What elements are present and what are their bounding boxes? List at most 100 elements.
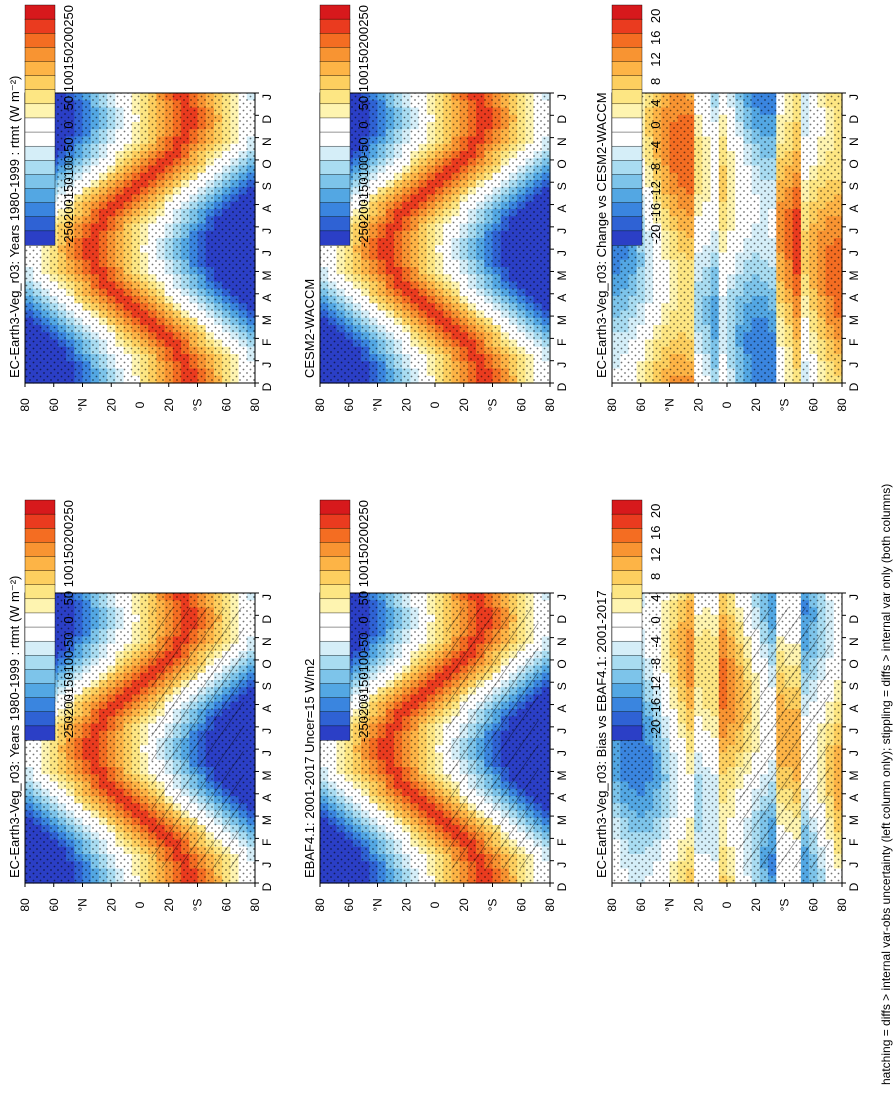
y-tick-label: °S xyxy=(191,899,205,912)
x-tick-label: A xyxy=(555,294,569,302)
panel-title: CESM2-WACCM xyxy=(302,279,317,378)
y-tick-label: 60 xyxy=(47,898,61,912)
x-tick-label: M xyxy=(260,815,274,825)
x-tick-label: J xyxy=(260,94,274,100)
y-tick-label: °N xyxy=(76,898,90,911)
x-tick-label: O xyxy=(260,659,274,668)
stippling-overlay xyxy=(25,93,255,383)
x-tick-label: J xyxy=(555,94,569,100)
y-tick-label: 0 xyxy=(428,401,442,408)
x-tick-label: N xyxy=(260,637,274,646)
footnote: hatching = diffs > internal var-obs unce… xyxy=(879,484,893,1085)
x-tick-label: M xyxy=(555,315,569,325)
y-tick-label: 0 xyxy=(133,401,147,408)
y-tick-label: °S xyxy=(191,399,205,412)
x-tick-label: J xyxy=(260,228,274,234)
y-tick-label: 80 xyxy=(248,898,262,912)
x-tick-label: O xyxy=(555,659,569,668)
x-tick-label: D xyxy=(260,382,274,391)
x-tick-label: M xyxy=(260,770,274,780)
y-tick-label: 60 xyxy=(219,898,233,912)
x-tick-label: S xyxy=(555,182,569,190)
y-tick-label: 60 xyxy=(514,398,528,412)
x-tick-label: S xyxy=(555,682,569,690)
x-tick-label: O xyxy=(555,159,569,168)
x-tick-label: A xyxy=(555,205,569,213)
y-tick-label: 0 xyxy=(133,901,147,908)
x-tick-label: D xyxy=(555,615,569,624)
y-tick-label: 20 xyxy=(104,398,118,412)
y-tick-label: 60 xyxy=(514,898,528,912)
y-tick-label: 80 xyxy=(543,398,557,412)
x-tick-label: M xyxy=(260,315,274,325)
x-tick-label: M xyxy=(555,270,569,280)
x-tick-label: J xyxy=(555,750,569,756)
x-tick-label: D xyxy=(555,382,569,391)
x-tick-label: D xyxy=(260,115,274,124)
x-tick-label: N xyxy=(555,137,569,146)
y-tick-label: °N xyxy=(371,398,385,411)
x-tick-label: J xyxy=(555,250,569,256)
x-tick-label: M xyxy=(555,770,569,780)
x-tick-label: J xyxy=(555,862,569,868)
x-tick-label: A xyxy=(555,794,569,802)
panel-title: EC-Earth3-Veg_r03: Years 1980-1999 : rtm… xyxy=(7,76,22,378)
x-tick-label: J xyxy=(260,862,274,868)
y-tick-label: 0 xyxy=(428,901,442,908)
y-tick-label: 60 xyxy=(342,398,356,412)
y-tick-label: 60 xyxy=(47,398,61,412)
y-tick-label: 20 xyxy=(162,898,176,912)
y-tick-label: 60 xyxy=(342,898,356,912)
y-tick-label: °N xyxy=(76,398,90,411)
y-tick-label: 20 xyxy=(399,398,413,412)
x-tick-label: J xyxy=(260,594,274,600)
x-tick-label: J xyxy=(555,728,569,734)
x-tick-label: M xyxy=(260,270,274,280)
x-tick-label: A xyxy=(260,705,274,713)
x-tick-label: J xyxy=(555,594,569,600)
y-tick-label: °N xyxy=(371,898,385,911)
x-tick-label: S xyxy=(260,682,274,690)
y-tick-label: 80 xyxy=(18,398,32,412)
x-tick-label: O xyxy=(260,159,274,168)
x-tick-label: N xyxy=(260,137,274,146)
y-tick-label: °S xyxy=(486,399,500,412)
x-tick-label: M xyxy=(555,815,569,825)
y-tick-label: 80 xyxy=(18,898,32,912)
x-tick-label: D xyxy=(555,882,569,891)
x-tick-label: N xyxy=(555,637,569,646)
y-tick-label: 80 xyxy=(313,898,327,912)
y-tick-label: 80 xyxy=(543,898,557,912)
y-tick-label: 60 xyxy=(219,398,233,412)
x-tick-label: J xyxy=(260,728,274,734)
x-tick-label: A xyxy=(260,294,274,302)
x-tick-label: D xyxy=(260,882,274,891)
x-tick-label: A xyxy=(260,205,274,213)
y-tick-label: 20 xyxy=(162,398,176,412)
y-tick-label: 20 xyxy=(399,898,413,912)
panel-title: EBAF4.1: 2001-2017 Uncer=15 W/m2 xyxy=(302,659,317,878)
x-tick-label: F xyxy=(555,839,569,846)
x-tick-label: A xyxy=(260,794,274,802)
x-tick-label: D xyxy=(555,115,569,124)
x-tick-label: J xyxy=(260,750,274,756)
x-tick-label: F xyxy=(555,339,569,346)
x-tick-label: D xyxy=(260,615,274,624)
x-tick-label: J xyxy=(260,362,274,368)
y-tick-label: °S xyxy=(486,899,500,912)
x-tick-label: J xyxy=(260,250,274,256)
y-tick-label: 20 xyxy=(457,398,471,412)
y-tick-label: 20 xyxy=(457,898,471,912)
stippling-overlay xyxy=(320,93,550,383)
x-tick-label: S xyxy=(260,182,274,190)
x-tick-label: J xyxy=(555,228,569,234)
hatching-overlay xyxy=(446,607,539,869)
y-tick-label: 80 xyxy=(248,398,262,412)
y-tick-label: 80 xyxy=(313,398,327,412)
y-tick-label: 20 xyxy=(104,898,118,912)
